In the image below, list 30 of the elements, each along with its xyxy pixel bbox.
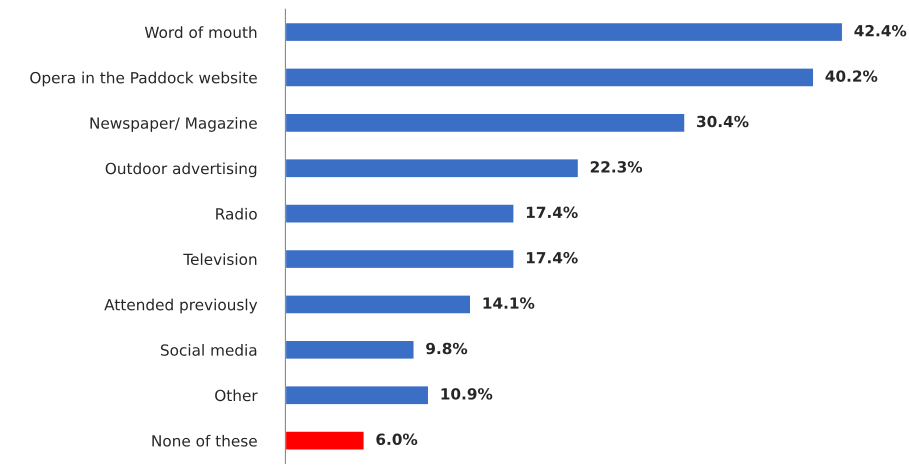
data-label: 14.1% [484,297,534,309]
data-label: 9.8% [426,342,468,354]
y-tick-label: Radio [216,208,257,220]
y-tick-label: Opera in the Paddock website [30,72,257,86]
bar [285,203,515,224]
data-label: 17.4% [526,252,578,264]
bar [285,67,814,88]
bar [285,430,365,451]
bar [285,340,415,360]
data-label: 30.4% [697,116,749,128]
data-label: 17.4% [526,206,578,218]
bar [285,385,430,406]
y-tick-label: Newspaper/ Magazine [90,117,257,132]
y-tick-label: None of these [152,434,257,447]
data-label: 42.4% [854,24,906,36]
y-tick-label: Social media [160,344,256,356]
bar [285,22,843,42]
data-label: 6.0% [376,434,418,446]
bar [285,158,580,178]
y-tick-label: Other [215,389,258,402]
bar [285,248,515,270]
bar [285,294,472,315]
data-label: 22.3% [590,161,642,173]
y-tick-label: Word of mouth [144,26,256,38]
bar [285,112,686,134]
data-label: 40.2% [826,70,878,82]
y-tick-label: Television [183,253,256,266]
y-tick-label: Outdoor advertising [106,162,256,178]
data-label: 10.9% [442,388,492,400]
y-tick-label: Attended previously [104,298,258,314]
